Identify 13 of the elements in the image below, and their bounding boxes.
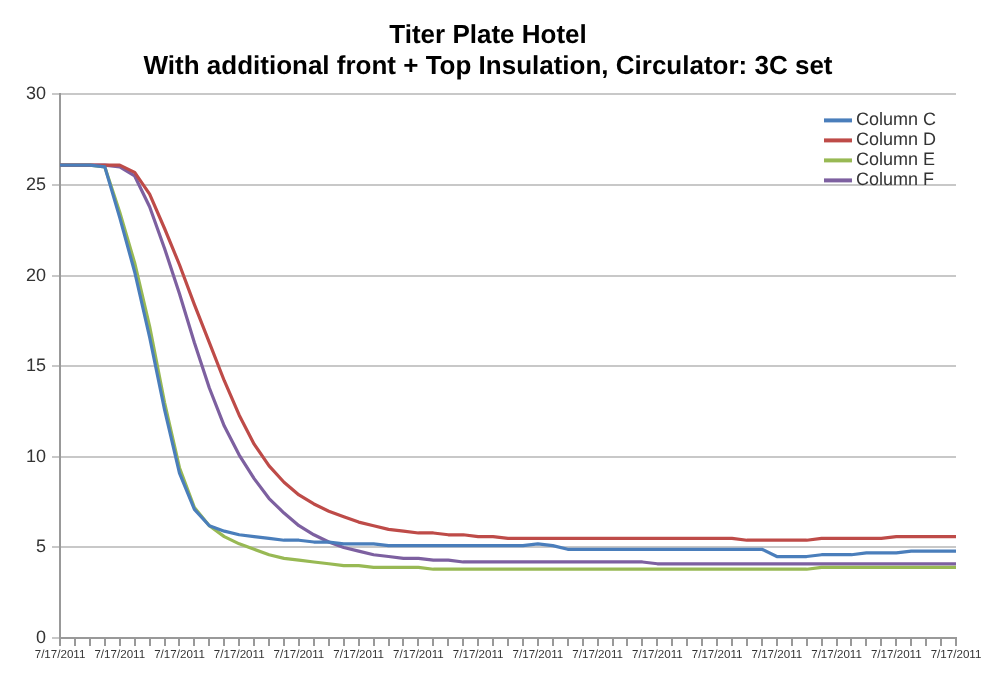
y-tick-label: 25 — [25, 173, 47, 194]
y-tick-label: 30 — [25, 83, 47, 104]
y-tick-label: 20 — [25, 264, 47, 285]
y-tick-label: 0 — [35, 627, 47, 648]
y-tick-label: 5 — [35, 536, 47, 557]
legend-label: Column F — [855, 169, 935, 190]
text: With additional front + Top Insulation, Circulator: 3C set — [143, 49, 833, 80]
y-tick-label: 10 — [25, 445, 47, 466]
legend-label: Column D — [855, 129, 937, 150]
y-tick-label: 15 — [25, 355, 47, 376]
legend-label: Column E — [855, 149, 936, 170]
text: Titer Plate Hotel — [389, 18, 587, 49]
legend-label: Column C — [855, 109, 937, 130]
